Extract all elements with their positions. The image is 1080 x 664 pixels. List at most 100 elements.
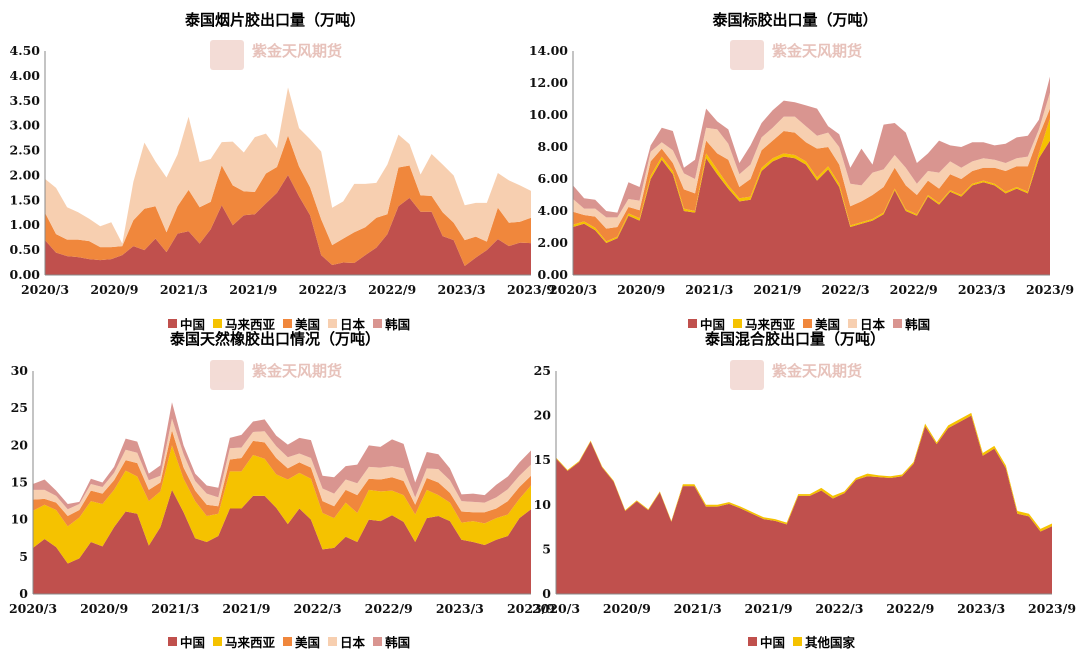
x-tick-label: 2023/9 (507, 601, 555, 616)
x-tick-label: 2020/9 (80, 601, 128, 616)
legend-swatch (283, 319, 293, 328)
legend-label: 日本 (860, 317, 886, 332)
legend-item: 韩国 (373, 314, 410, 333)
legend-swatch (283, 637, 293, 646)
x-tick-label: 2020/3 (9, 601, 57, 616)
y-tick-label: 25 (11, 400, 28, 415)
chart-svg-mixed-rubber: 紫金天风期货 泰国混合胶出口量（万吨） 0 5 10 15 20 25 2020/3 2020/9… (532, 330, 1076, 616)
legend-swatch (213, 637, 223, 646)
y-tick-label: 0.50 (10, 242, 41, 257)
x-tick-label: 2021/9 (222, 601, 270, 616)
legend-label: 马来西亚 (225, 635, 276, 650)
chart-svg-standard-rubber: 紫金天风期货 泰国标胶出口量（万吨） 0.00 2.00 4.00 6.00 8.00 10.… (529, 11, 1074, 297)
area-日本 (33, 418, 531, 516)
chart-title: 泰国烟片胶出口量（万吨） (184, 11, 365, 29)
y-tick-label: 2.50 (10, 143, 41, 158)
y-tick-label: 5 (542, 541, 551, 556)
chart-svg-natural-rubber: 紫金天风期货 泰国天然橡胶出口情况（万吨） 0 5 10 15 20 25 30 2020/3 20… (9, 330, 555, 616)
legend-swatch (373, 637, 383, 646)
watermark-text: 紫金天风期货 (772, 42, 862, 60)
area-日本 (573, 92, 1050, 229)
legend-label: 中国 (700, 317, 726, 332)
legend-label: 中国 (180, 635, 206, 650)
legend-label: 日本 (340, 635, 366, 650)
legend-label: 韩国 (905, 317, 931, 332)
area-韩国 (33, 402, 531, 510)
legend-item: 马来西亚 (733, 314, 795, 333)
legend-item: 中国 (168, 632, 205, 651)
x-tick-label: 2023/9 (507, 282, 555, 297)
legend-swatch (748, 637, 757, 646)
y-tick-label: 4.00 (10, 68, 41, 83)
y-tick-label: 5 (19, 549, 28, 564)
x-tick-label: 2020/3 (21, 282, 69, 297)
x-tick-label: 2020/9 (603, 601, 651, 616)
legend-item: 美国 (803, 314, 840, 333)
legend-item: 美国 (283, 314, 320, 333)
x-tick-label: 2021/3 (151, 601, 199, 616)
y-tick-label: 15 (534, 452, 551, 467)
y-tick-label: 20 (11, 437, 29, 452)
y-tick-label: 10.00 (529, 107, 568, 122)
area-日本 (45, 87, 531, 248)
series-areas (573, 76, 1050, 275)
chart-title: 泰国标胶出口量（万吨） (711, 11, 877, 29)
x-tick-label: 2020/9 (90, 282, 138, 297)
watermark-logo-icon (730, 40, 764, 70)
legend-item: 马来西亚 (213, 632, 275, 651)
legend-label: 日本 (340, 317, 366, 332)
series-areas (45, 87, 531, 275)
legend-item: 韩国 (373, 632, 410, 651)
legend-label: 美国 (295, 635, 321, 650)
x-tick-label: 2022/3 (299, 282, 347, 297)
legend-swatch (893, 319, 903, 328)
watermark: 紫金天风期货 (730, 40, 862, 70)
legend-item: 中国 (688, 314, 725, 333)
legend-swatch (168, 637, 177, 646)
chart-svg-sheet-rubber: 紫金天风期货 泰国烟片胶出口量（万吨） 0.00 0.50 1.00 1.50 2.00 2.… (10, 11, 555, 297)
x-tick-label: 2023/3 (958, 282, 1006, 297)
y-tick-label: 14.00 (529, 43, 568, 58)
watermark: 紫金天风期货 (210, 360, 342, 390)
legend-label: 韩国 (385, 635, 411, 650)
area-马来西亚 (33, 445, 531, 564)
legend-item: 中国 (168, 314, 205, 333)
legend-label: 美国 (815, 317, 841, 332)
y-tick-label: 30 (11, 363, 29, 378)
chart-panel-mixed-rubber: 紫金天风期货 泰国混合胶出口量（万吨） 0 5 10 15 20 25 2020/3 2020/9… (532, 330, 1080, 664)
x-tick-label: 2021/9 (229, 282, 277, 297)
y-tick-label: 3.00 (10, 118, 41, 133)
x-tick-label: 2021/9 (745, 601, 793, 616)
legend-item: 美国 (283, 632, 320, 651)
chart-panel-sheet-rubber: 紫金天风期货 泰国烟片胶出口量（万吨） 0.00 0.50 1.00 1.50 2.00 2.… (0, 0, 555, 333)
y-tick-label: 1.50 (10, 192, 41, 207)
y-tick-label: 6.00 (538, 171, 569, 186)
x-tick-label: 2020/3 (532, 601, 580, 616)
x-tick-label: 2022/3 (294, 601, 342, 616)
legend-swatch (213, 319, 223, 328)
x-tick-label: 2021/3 (685, 282, 733, 297)
legend-swatch (168, 319, 177, 328)
chart-panel-natural-rubber: 紫金天风期货 泰国天然橡胶出口情况（万吨） 0 5 10 15 20 25 30 2020/3 20… (0, 330, 555, 664)
y-tick-label: 1.00 (10, 217, 41, 232)
legend-label: 中国 (180, 317, 206, 332)
y-tick-label: 25 (534, 363, 551, 378)
series-areas (33, 402, 531, 594)
legend-swatch (793, 637, 803, 646)
area-韩国 (573, 76, 1050, 218)
legend-label: 中国 (760, 635, 786, 650)
x-tick-label: 2020/9 (617, 282, 665, 297)
area-中国 (33, 489, 531, 594)
legend-item: 日本 (328, 314, 365, 333)
legend-item: 其他国家 (793, 632, 855, 651)
y-tick-label: 0.00 (538, 267, 569, 282)
legend-item: 日本 (848, 314, 885, 333)
y-tick-label: 10 (11, 512, 29, 527)
x-tick-label: 2023/9 (1028, 601, 1076, 616)
x-tick-label: 2022/9 (368, 282, 416, 297)
x-tick-label: 2021/3 (674, 601, 722, 616)
x-tick-label: 2023/3 (957, 601, 1005, 616)
watermark-logo-icon (730, 360, 764, 390)
watermark: 紫金天风期货 (210, 40, 342, 70)
x-tick-label: 2022/9 (890, 282, 938, 297)
